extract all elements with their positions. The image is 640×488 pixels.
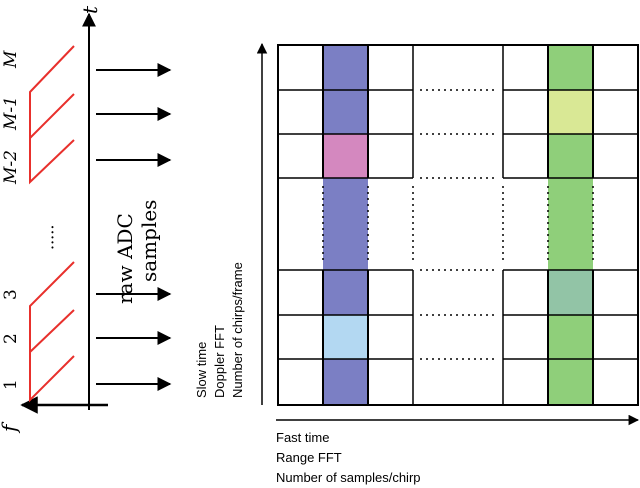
raw-adc-label: raw ADC bbox=[113, 213, 137, 304]
x-label-fast-time: Fast time bbox=[276, 430, 329, 445]
chirp-wave-lower bbox=[29, 261, 75, 403]
dotted-continuations bbox=[322, 89, 594, 360]
lightblue-cell bbox=[323, 315, 368, 359]
sample-arrows bbox=[96, 63, 172, 391]
axis-t-label: t bbox=[78, 5, 102, 14]
chirp-wave-upper bbox=[29, 45, 75, 185]
grid-border bbox=[277, 44, 639, 406]
y-label-chirps-per-frame: Number of chirps/frame bbox=[230, 262, 245, 398]
chirp-label-3: 3 bbox=[1, 289, 21, 300]
grid-lines bbox=[277, 44, 639, 406]
y-label-doppler-fft: Doppler FFT bbox=[212, 325, 227, 398]
chirp-panel: t f 1 2 3 M-2 M-1 M ····· raw ADC sample… bbox=[0, 5, 172, 434]
chirp-label-m-2: M-2 bbox=[1, 150, 21, 185]
teal-cell bbox=[548, 270, 593, 315]
y-label-slow-time: Slow time bbox=[194, 342, 209, 398]
chirp-waveforms bbox=[29, 45, 75, 403]
chirp-label-m-1: M-1 bbox=[1, 96, 21, 131]
data-grid-panel: Slow time Doppler FFT Number of chirps/f… bbox=[194, 42, 640, 485]
chirp-label-2: 2 bbox=[1, 333, 21, 344]
chirp-label-m: M bbox=[1, 50, 21, 69]
yellow-cell bbox=[548, 90, 593, 134]
pink-cell bbox=[323, 134, 368, 178]
axis-f-label: f bbox=[0, 421, 21, 434]
chirp-label-1: 1 bbox=[1, 379, 21, 390]
x-label-samples-per-chirp: Number of samples/chirp bbox=[276, 470, 421, 485]
samples-label: samples bbox=[137, 200, 161, 282]
chirp-ellipsis: ····· bbox=[43, 225, 62, 250]
x-label-range-fft: Range FFT bbox=[276, 450, 342, 465]
